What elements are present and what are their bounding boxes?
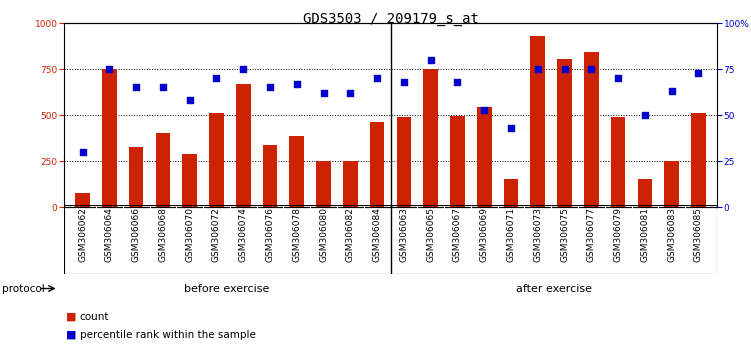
Bar [691, 113, 706, 207]
Point [451, 79, 463, 85]
Bar [397, 117, 412, 207]
Bar [530, 36, 545, 207]
Text: GSM306079: GSM306079 [614, 207, 623, 262]
Point [612, 75, 624, 81]
Bar [665, 161, 679, 207]
Bar [75, 193, 90, 207]
Bar [477, 107, 492, 207]
Bar [209, 113, 224, 207]
Text: ■: ■ [66, 330, 77, 339]
Point [692, 70, 704, 75]
Bar [557, 59, 572, 207]
Bar [263, 145, 277, 207]
Bar [128, 147, 143, 207]
Text: GSM306082: GSM306082 [346, 207, 355, 262]
Bar [182, 154, 197, 207]
Text: GSM306068: GSM306068 [158, 207, 167, 262]
Point [505, 125, 517, 131]
Point [237, 66, 249, 72]
Point [104, 66, 116, 72]
Bar [584, 52, 599, 207]
Bar [316, 161, 331, 207]
Point [639, 112, 651, 118]
Text: GSM306069: GSM306069 [480, 207, 489, 262]
Text: before exercise: before exercise [185, 284, 270, 293]
Point [585, 66, 597, 72]
Bar [343, 161, 357, 207]
Text: GSM306073: GSM306073 [533, 207, 542, 262]
Point [345, 90, 357, 96]
Text: GSM306081: GSM306081 [641, 207, 650, 262]
Text: GSM306067: GSM306067 [453, 207, 462, 262]
Text: GSM306075: GSM306075 [560, 207, 569, 262]
Point [665, 88, 677, 94]
Point [318, 90, 330, 96]
Bar [236, 84, 251, 207]
Bar [369, 122, 385, 207]
Text: GSM306080: GSM306080 [319, 207, 328, 262]
Point [210, 75, 222, 81]
Bar [102, 69, 116, 207]
Text: after exercise: after exercise [516, 284, 592, 293]
Text: GSM306074: GSM306074 [239, 207, 248, 262]
Text: percentile rank within the sample: percentile rank within the sample [80, 330, 255, 339]
Text: GSM306085: GSM306085 [694, 207, 703, 262]
Bar [155, 133, 170, 207]
Point [532, 66, 544, 72]
Point [559, 66, 571, 72]
Text: count: count [80, 312, 109, 322]
Bar [504, 178, 518, 207]
Text: GDS3503 / 209179_s_at: GDS3503 / 209179_s_at [303, 12, 478, 27]
Point [184, 97, 196, 103]
Bar [450, 116, 465, 207]
Text: GSM306072: GSM306072 [212, 207, 221, 262]
Text: GSM306064: GSM306064 [105, 207, 114, 262]
Text: ■: ■ [66, 312, 77, 322]
Text: GSM306078: GSM306078 [292, 207, 301, 262]
Point [291, 81, 303, 87]
Text: GSM306066: GSM306066 [131, 207, 140, 262]
Point [424, 57, 436, 63]
Point [130, 85, 142, 90]
Text: protocol: protocol [2, 284, 45, 293]
Point [264, 85, 276, 90]
Bar [638, 178, 653, 207]
Point [478, 107, 490, 112]
Bar [424, 69, 438, 207]
Text: GSM306084: GSM306084 [372, 207, 382, 262]
Point [371, 75, 383, 81]
Text: GSM306076: GSM306076 [266, 207, 275, 262]
Point [157, 85, 169, 90]
Text: GSM306077: GSM306077 [587, 207, 596, 262]
Text: GSM306062: GSM306062 [78, 207, 87, 262]
Point [398, 79, 410, 85]
Point [77, 149, 89, 155]
Text: GSM306071: GSM306071 [506, 207, 515, 262]
Text: GSM306070: GSM306070 [185, 207, 195, 262]
Text: GSM306083: GSM306083 [667, 207, 676, 262]
Text: GSM306063: GSM306063 [400, 207, 409, 262]
Bar [289, 136, 304, 207]
Text: GSM306065: GSM306065 [426, 207, 435, 262]
Bar [611, 117, 626, 207]
